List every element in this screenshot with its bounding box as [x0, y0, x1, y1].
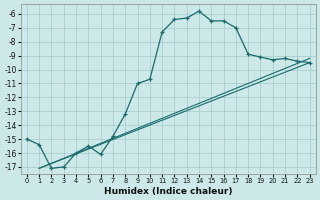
X-axis label: Humidex (Indice chaleur): Humidex (Indice chaleur)	[104, 187, 233, 196]
